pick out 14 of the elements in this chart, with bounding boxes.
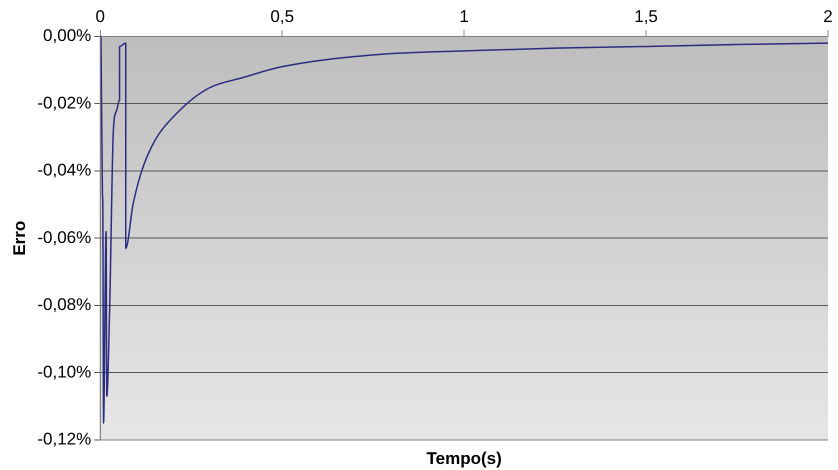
y-tick-label: -0,08% <box>37 295 92 314</box>
x-axis-title: Tempo(s) <box>426 449 502 468</box>
x-tick-label: 1 <box>459 6 469 26</box>
x-tick-label: 0 <box>96 6 105 26</box>
x-tick-label: 1,5 <box>634 6 658 26</box>
y-tick-label: -0,10% <box>37 362 92 382</box>
y-tick-label: -0,02% <box>37 93 92 112</box>
y-tick-label: 0,00% <box>43 26 92 46</box>
y-tick-label: -0,12% <box>37 430 92 449</box>
y-axis-title: Erro <box>10 220 29 256</box>
y-tick-label: -0,06% <box>37 228 92 247</box>
x-tick-label: 2 <box>823 6 833 26</box>
x-tick-label: 0,5 <box>270 6 294 26</box>
y-tick-label: -0,04% <box>37 160 92 180</box>
